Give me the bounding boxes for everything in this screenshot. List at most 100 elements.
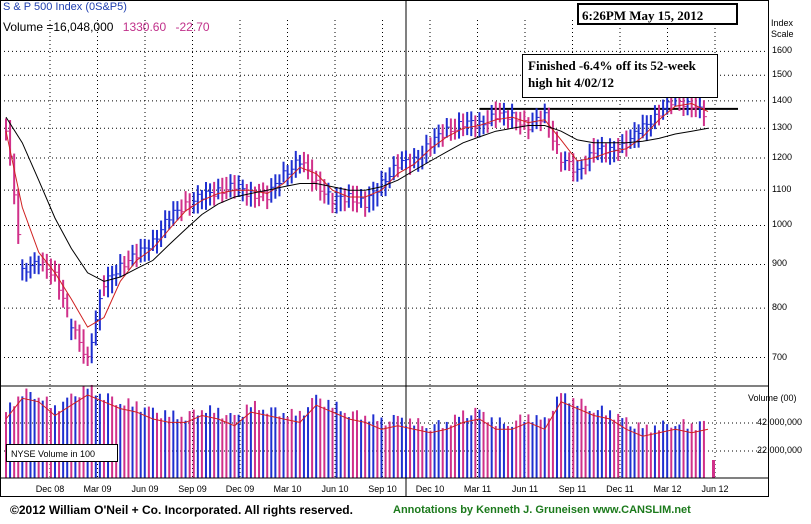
volume-bar [388,421,391,478]
volume-bar [172,410,175,478]
x-tick-label: Mar 09 [83,484,112,494]
volume-bar [229,413,232,478]
volume-bar [445,421,448,478]
volume-bar [613,419,616,478]
volume-bar [596,410,599,478]
volume-bar [409,418,412,478]
volume-tick-label: 22,000,000 [757,445,803,455]
volume-bar [584,405,587,478]
volume-bar [131,406,134,478]
volume-bar [147,406,150,478]
volume-bar [98,393,101,478]
volume-bar [270,407,273,478]
volume-bar [555,396,558,478]
volume-bar [498,417,501,478]
volume-bar [188,411,191,478]
volume-bar [253,400,256,478]
volume-bar [466,418,469,478]
volume-bar [364,415,367,478]
volume-bar [368,421,371,478]
volume-bar [233,414,236,478]
volume-bar [462,410,465,478]
volume-bar [641,428,644,478]
volume-bar [217,407,220,478]
volume-bar [143,407,146,478]
volume-bar [298,410,301,478]
volume-bar [196,415,199,478]
y-axis-title: Index Scale [771,18,794,40]
volume-bar [351,411,354,478]
volume-bar [335,401,338,478]
volume-bar [437,420,440,478]
volume-bar [135,401,138,478]
volume-bar [617,413,620,478]
volume-bar [347,417,350,478]
volume-bar [156,412,159,478]
volume-bar [209,405,212,478]
volume-bar [523,421,526,478]
volume-bar [458,416,461,478]
volume-bar [535,415,538,478]
y-tick-label: 1200 [772,151,793,162]
volume-tick-label: 42,000,000 [757,417,803,427]
volume-bar [686,428,689,478]
short-moving-average [5,102,709,328]
volume-bar [413,425,416,478]
volume-bar [66,397,69,478]
volume-bar [698,421,701,478]
volume-bar [25,388,28,478]
volume-bar [653,425,656,478]
volume-bar [290,408,293,478]
volume-bar [576,405,579,478]
volume-bar [86,388,89,478]
x-tick-label: Mar 10 [273,484,302,494]
volume-bar [282,412,285,478]
volume-bar [307,407,310,478]
volume-bar [482,411,485,478]
volume-bar [539,419,542,478]
volume-bar [45,396,48,478]
volume-bar [90,384,93,478]
volume-bar [474,407,477,478]
volume-bar [441,428,444,478]
volume-bar [274,407,277,478]
price-bars [5,87,707,367]
volume-bar [425,428,428,478]
volume-bar [609,410,612,478]
plot-border [0,0,769,497]
volume-bar [62,401,65,478]
volume-bar [478,409,481,478]
volume-bar [604,415,607,478]
volume-bar [311,398,314,478]
volume-bar [53,405,56,478]
volume-bar [17,396,20,478]
volume-bar [502,423,505,478]
volume-bar [262,409,265,478]
volume-bar [315,394,318,478]
volume-bar [649,432,652,478]
volume-bar [629,426,632,478]
y-tick-label: 900 [772,258,788,269]
volume-bar [139,411,142,478]
volume-bar [107,393,110,478]
volume-bar [396,415,399,478]
volume-bar [245,404,248,478]
x-tick-label: Jun 11 [511,484,539,494]
volume-bar [204,412,207,478]
x-tick-label: Jun 09 [131,484,159,494]
annotation-line-1: Finished -6.4% off its 52-week [528,58,696,73]
volume-bar [74,396,77,478]
volume-bar [331,407,334,478]
volume-bar [70,393,73,478]
volume-bar [547,418,550,478]
volume-bar [588,411,591,478]
volume-bar [712,460,715,478]
volume-bar [213,412,216,478]
volume-bar [678,424,681,478]
volume-moving-average [5,394,709,437]
volume-bar [160,418,163,478]
volume-bars [5,384,715,478]
volume-bar [417,418,420,478]
x-tick-label: Sep 11 [558,484,587,494]
volume-bar [41,400,44,478]
